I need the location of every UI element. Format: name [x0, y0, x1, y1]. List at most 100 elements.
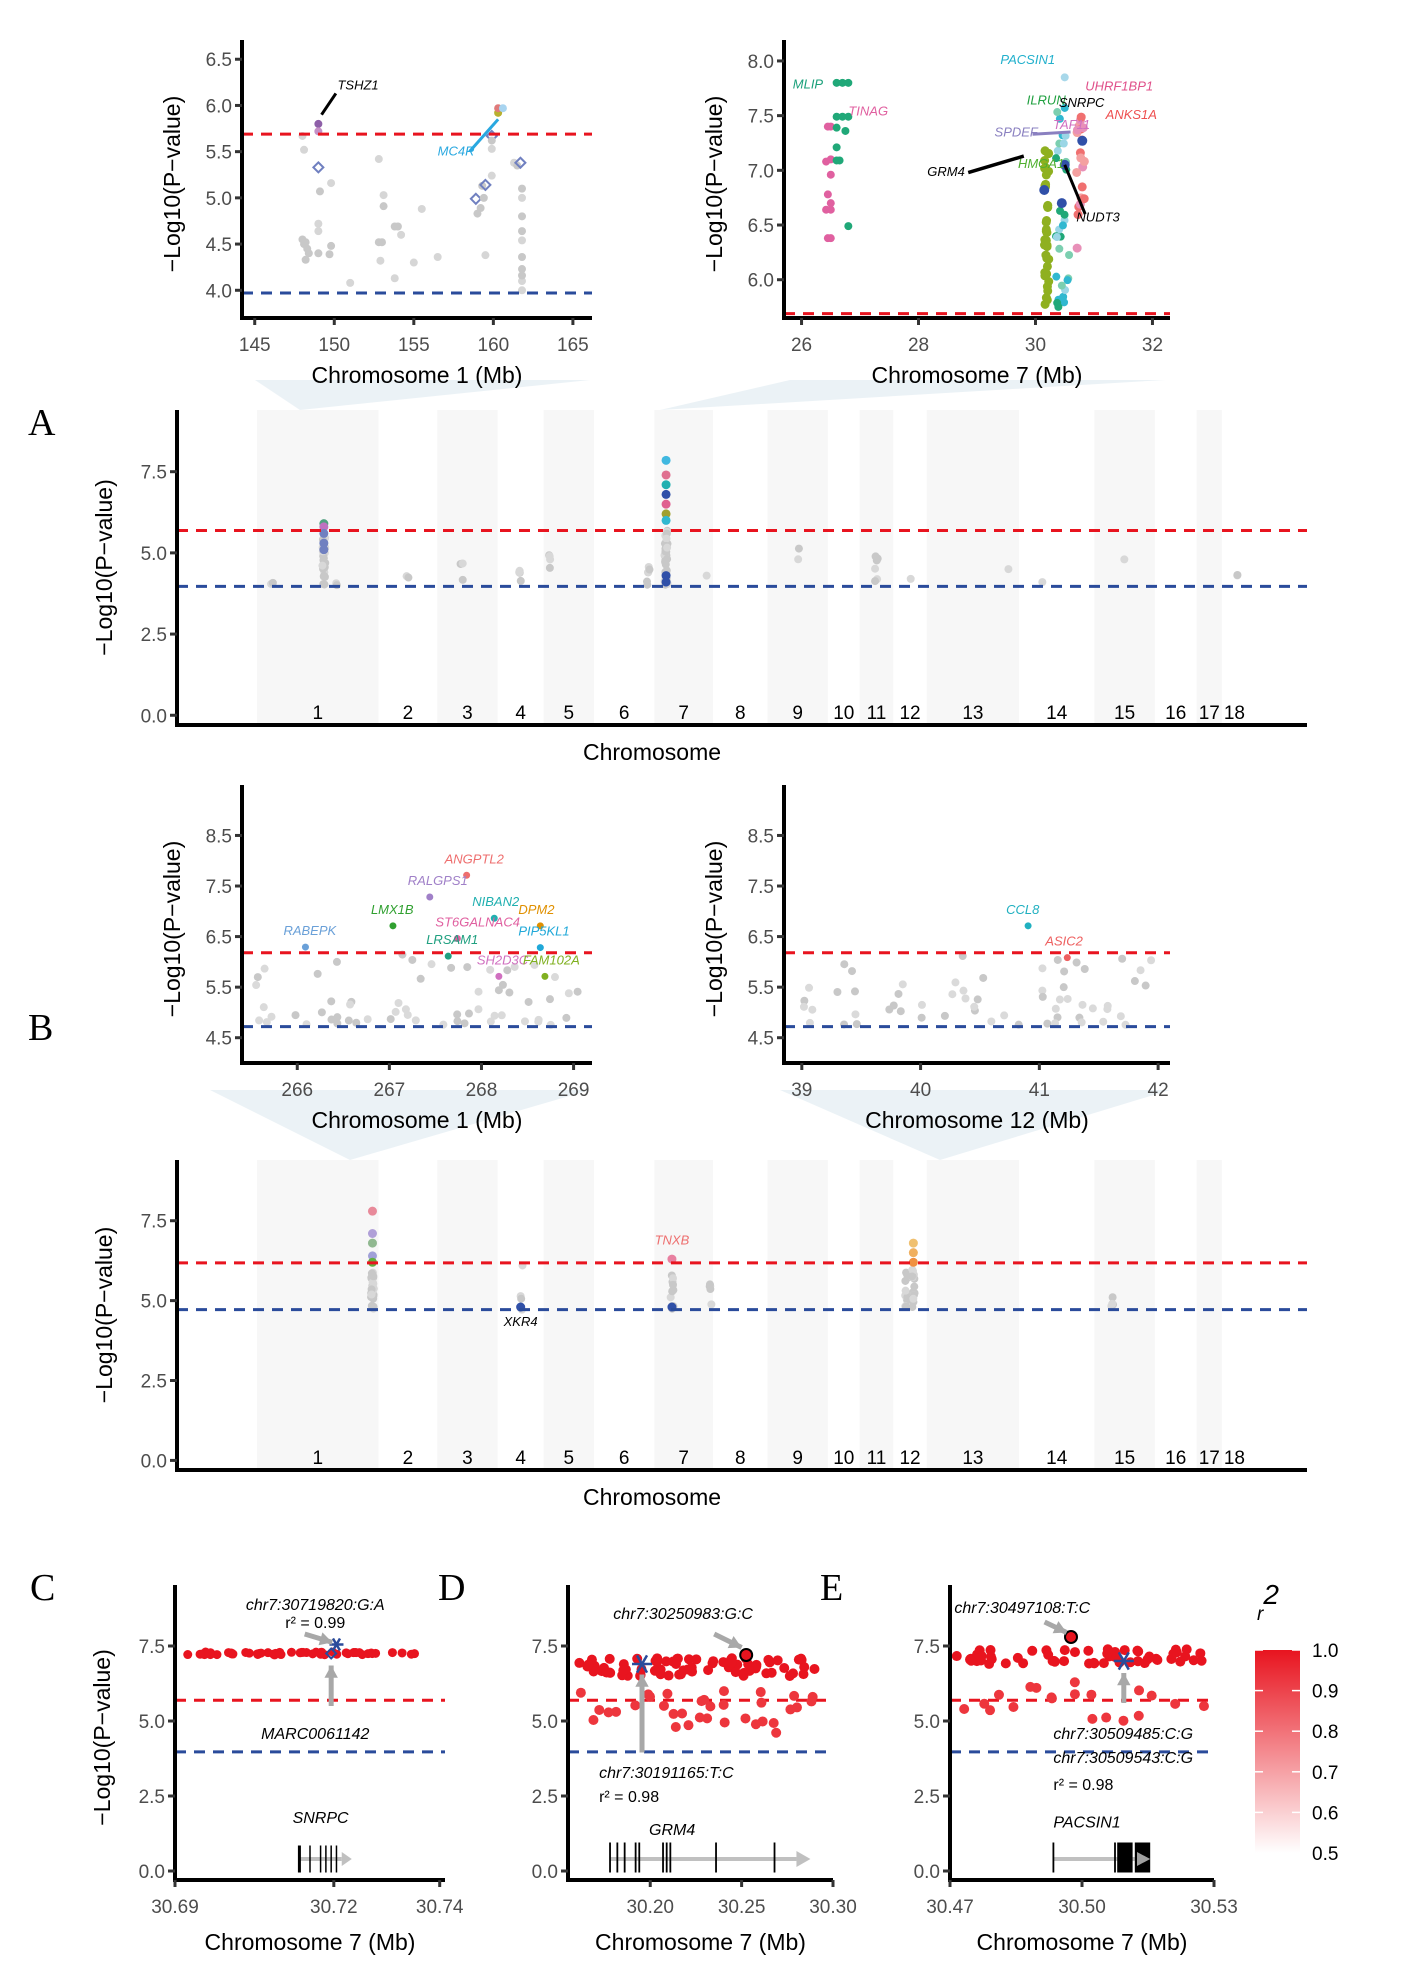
gene-label: FAM102A [523, 952, 580, 967]
data-point [1077, 1018, 1086, 1027]
data-point [908, 1272, 917, 1281]
y-axis-label: −Log10(P−value) [159, 96, 185, 272]
data-point [702, 1713, 713, 1724]
data-point [764, 1657, 775, 1668]
y-tick-label: 7.5 [206, 877, 232, 898]
panel-label: B [28, 1007, 53, 1049]
data-point [327, 179, 336, 188]
x-tick-label: 42 [1148, 1080, 1169, 1101]
data-point [317, 1008, 326, 1017]
chromosome-tick-label: 7 [678, 1448, 689, 1469]
labeled-snp-point [536, 944, 544, 952]
x-tick-label: 269 [558, 1080, 590, 1101]
data-point [518, 193, 526, 202]
y-tick-label: 0.0 [139, 1862, 165, 1883]
data-point [668, 1287, 677, 1296]
y-tick-label: 4.5 [748, 1029, 774, 1050]
gene-name-label: GRM4 [649, 1822, 695, 1839]
data-point [663, 543, 672, 552]
data-point [1170, 1698, 1181, 1709]
data-point [301, 238, 310, 247]
data-point [316, 1649, 326, 1659]
data-point [255, 1016, 264, 1025]
data-point [1008, 1702, 1019, 1713]
data-point [319, 522, 329, 532]
data-point [263, 1648, 273, 1658]
gene-label: SPDEF [995, 124, 1039, 139]
data-point [1041, 226, 1051, 236]
data-point [705, 1701, 716, 1712]
data-point [1088, 1004, 1097, 1013]
lead-snp-label: chr7:30250983:G:C [613, 1606, 753, 1623]
data-point [393, 222, 402, 231]
data-point [832, 143, 841, 152]
data-point [259, 1003, 268, 1012]
lead-snp-arrow-head [318, 1632, 333, 1646]
data-point [1134, 1685, 1145, 1696]
data-point [1108, 1293, 1117, 1302]
legend-colorbar [1255, 1650, 1300, 1853]
data-point [403, 1010, 412, 1019]
data-point [518, 184, 526, 193]
data-point [487, 136, 496, 145]
gene-label: TAF11 [1053, 117, 1090, 132]
data-point [390, 274, 399, 283]
data-point [267, 1012, 276, 1021]
data-point [1118, 1715, 1129, 1726]
data-point [1053, 955, 1062, 964]
data-point [479, 193, 488, 202]
data-point [487, 171, 496, 180]
zoom-connector-B-chr12 [780, 1090, 1170, 1160]
chromosome-tick-label: 16 [1165, 703, 1186, 724]
zoom-connector-B-chr1 [210, 1090, 590, 1160]
gene-exon-block [1117, 1842, 1133, 1873]
data-point [779, 1663, 790, 1674]
y-tick-label: 0.0 [532, 1862, 558, 1883]
data-point [1136, 966, 1145, 975]
chromosome-tick-label: 14 [1046, 1448, 1068, 1469]
data-point [367, 1290, 376, 1299]
data-point [1056, 198, 1067, 209]
data-point [314, 227, 323, 236]
chromosome-tick-label: 7 [678, 703, 689, 724]
data-point [951, 978, 960, 987]
data-point [1063, 994, 1072, 1003]
data-point [1195, 1648, 1206, 1659]
y-tick-label: 7.5 [141, 463, 167, 484]
data-point [1041, 217, 1051, 227]
data-point [823, 190, 832, 199]
gene-label: NIBAN2 [472, 894, 520, 909]
data-point [313, 969, 322, 978]
data-point [1116, 1012, 1125, 1021]
data-point [662, 534, 671, 543]
data-point [661, 571, 671, 581]
data-point [252, 981, 261, 990]
data-point [1055, 114, 1064, 123]
data-point [1060, 103, 1069, 112]
data-point [643, 580, 652, 589]
y-tick-label: 5.0 [532, 1712, 558, 1733]
data-point [408, 955, 417, 964]
data-point [411, 1016, 420, 1025]
data-point [726, 1657, 737, 1668]
data-point [386, 1015, 395, 1024]
data-point [809, 1664, 820, 1675]
labeled-snp-point [426, 893, 434, 901]
data-point [1051, 1004, 1060, 1013]
data-point [1099, 1017, 1108, 1026]
data-point [948, 990, 957, 999]
data-point [332, 957, 341, 966]
gene-label: HMGA1 [1018, 156, 1064, 171]
data-point [1060, 73, 1069, 82]
data-point [826, 170, 835, 179]
data-point [368, 1278, 377, 1287]
r2-label: r² = 0.98 [1053, 1777, 1113, 1794]
data-point [1052, 272, 1061, 281]
gene-name-label: PACSIN1 [1053, 1815, 1120, 1832]
data-point [453, 1010, 462, 1019]
data-point [699, 1694, 710, 1705]
data-point [1057, 281, 1066, 290]
data-point [903, 1293, 912, 1302]
data-point [474, 1005, 483, 1014]
